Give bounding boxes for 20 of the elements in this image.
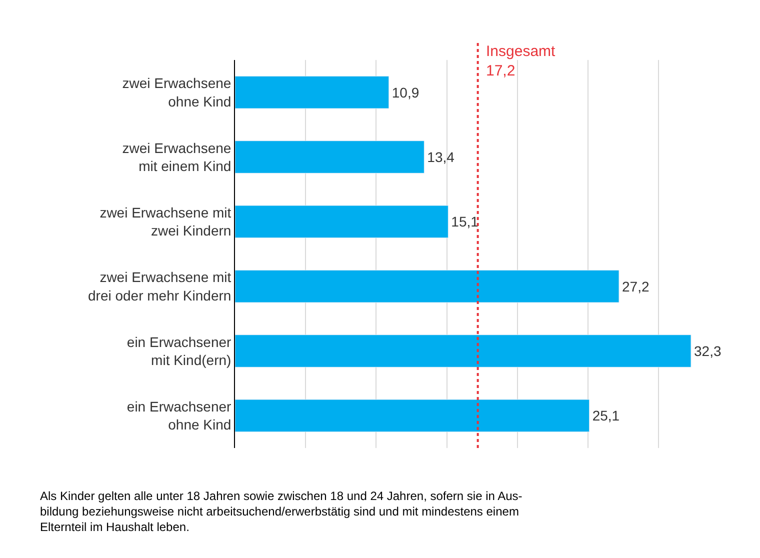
bar [235,270,620,303]
bar [235,140,424,174]
ref-line-label: Insgesamt 17,2 [486,43,556,80]
y-tick-label: zwei Erwachsene mit einem Kind [122,140,232,174]
y-tick-label: ein Erwachsener mit Kind(ern) [126,334,232,368]
bar [235,399,590,432]
data-label: 13,4 [427,149,455,165]
data-label: 32,3 [694,343,722,359]
y-tick-label: zwei Erwachsene mit zwei Kindern [100,204,232,239]
data-label: 10,9 [392,84,420,100]
bar [235,334,692,368]
data-label: 25,1 [592,408,620,424]
bar [235,76,390,109]
y-tick-label: zwei Erwachsene mit drei oder mehr Kindern [88,269,232,304]
data-label: 15,1 [451,214,479,230]
y-tick-label: zwei Erwachsene ohne Kind [122,75,232,110]
data-label: 27,2 [622,278,650,294]
y-tick-label: ein Erwachsener ohne Kind [126,398,232,433]
text: Als Kinder gelten alle unter 18 Jahren sowie zwischen 18 und 24 Jahren, sofern sie in Aus- bildung beziehungsweise nicht arbeitsuchend/erwerbstätig sind und mit mindestens einem Elternteil im Haushalt leben. [40,489,522,534]
bar [235,205,448,238]
